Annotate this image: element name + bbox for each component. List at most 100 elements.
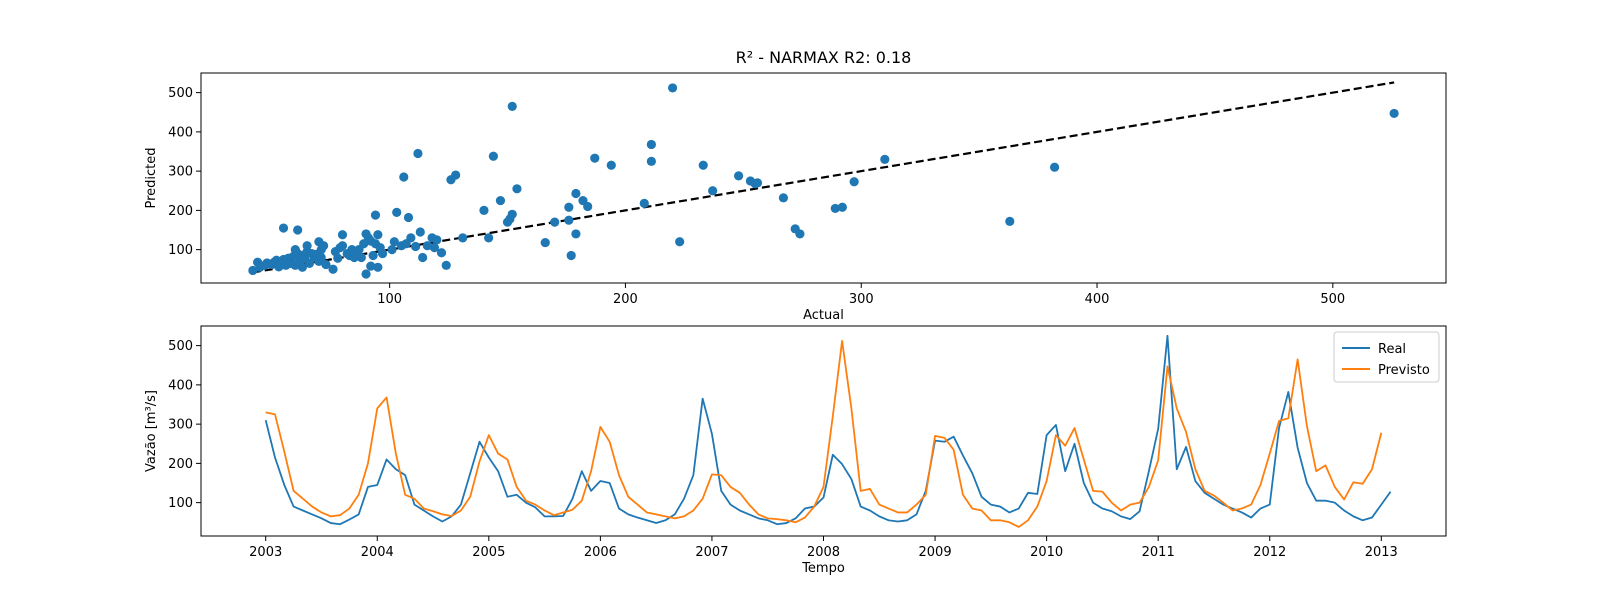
timeseries-y-tick-label: 400 xyxy=(168,378,193,393)
scatter-point xyxy=(387,245,397,255)
scatter-y-tick-label: 200 xyxy=(168,204,193,219)
timeseries-x-tick-label: 2009 xyxy=(919,545,952,560)
scatter-point xyxy=(392,207,402,217)
scatter-title: R² - NARMAX R2: 0.18 xyxy=(736,48,912,67)
scatter-point xyxy=(373,230,383,240)
timeseries-x-tick-label: 2007 xyxy=(695,545,728,560)
scatter-point xyxy=(708,186,718,196)
scatter-y-tick-label: 300 xyxy=(168,165,193,180)
scatter-point xyxy=(540,237,550,248)
scatter-point xyxy=(1389,108,1399,119)
scatter-point xyxy=(429,243,440,253)
scatter-point xyxy=(361,269,371,279)
scatter-point xyxy=(297,262,307,272)
timeseries-x-ticks: 2003 2004 2005 2006 2007 2008 2009 2010 2011 2012… xyxy=(249,536,1398,560)
scatter-point xyxy=(370,210,381,220)
scatter-point xyxy=(328,264,338,274)
scatter-plot-frame xyxy=(200,72,1447,284)
scatter-points-group xyxy=(248,83,1399,279)
scatter-point xyxy=(356,252,366,263)
scatter-point xyxy=(1049,162,1060,172)
scatter-point xyxy=(550,217,560,227)
scatter-point xyxy=(319,241,329,251)
scatter-point xyxy=(278,223,289,233)
scatter-y-tick-label: 400 xyxy=(168,125,193,140)
scatter-point xyxy=(436,248,447,258)
scatter-point xyxy=(583,201,593,212)
timeseries-x-tick-label: 2004 xyxy=(361,545,394,560)
timeseries-x-tick-label: 2006 xyxy=(584,545,617,560)
scatter-point xyxy=(321,259,331,270)
scatter-point xyxy=(507,101,517,111)
timeseries-x-tick-label: 2012 xyxy=(1253,545,1286,560)
identity-reference-line xyxy=(252,81,1395,274)
scatter-point xyxy=(441,260,451,270)
timeseries-y-tick-label: 200 xyxy=(168,457,193,472)
scatter-point xyxy=(368,250,378,261)
scatter-x-tick-label: 100 xyxy=(377,292,402,307)
scatter-point xyxy=(1005,216,1015,226)
scatter-y-tick-label: 500 xyxy=(168,86,193,101)
scatter-point xyxy=(451,170,461,180)
scatter-x-axis-label: Actual xyxy=(803,308,844,323)
scatter-point xyxy=(458,233,468,243)
timeseries-axes: 2003 2004 2005 2006 2007 2008 2009 2010 2011 2012… xyxy=(144,325,1447,576)
timeseries-x-tick-label: 2005 xyxy=(472,545,505,560)
scatter-point xyxy=(399,172,409,182)
scatter-point xyxy=(432,235,442,245)
scatter-point xyxy=(566,250,576,261)
scatter-point xyxy=(422,241,432,251)
timeseries-y-tick-label: 500 xyxy=(168,339,193,354)
timeseries-y-tick-label: 300 xyxy=(168,418,193,433)
scatter-point xyxy=(495,195,506,206)
scatter-point xyxy=(507,209,517,219)
scatter-point xyxy=(479,205,489,215)
scatter-point xyxy=(484,233,494,243)
legend-label-previsto: Previsto xyxy=(1378,363,1430,378)
scatter-point xyxy=(590,153,600,163)
scatter-reference-line-group xyxy=(252,81,1395,274)
scatter-x-tick-label: 200 xyxy=(613,292,638,307)
scatter-y-axis-label: Predicted xyxy=(144,147,159,208)
scatter-x-tick-label: 300 xyxy=(849,292,874,307)
scatter-point xyxy=(403,212,414,223)
scatter-point xyxy=(377,248,388,259)
timeseries-x-axis-label: Tempo xyxy=(801,561,845,576)
timeseries-y-axis-label: Vazão [m³/s] xyxy=(144,390,159,472)
scatter-point xyxy=(571,229,581,239)
scatter-point xyxy=(778,193,789,203)
scatter-point xyxy=(248,265,258,276)
timeseries-lines-group xyxy=(264,334,1392,528)
scatter-point xyxy=(389,237,399,247)
timeseries-y-tick-label: 100 xyxy=(168,496,193,511)
scatter-point xyxy=(564,202,574,212)
scatter-point xyxy=(418,252,428,263)
scatter-point xyxy=(752,178,763,188)
scatter-point xyxy=(293,225,303,235)
scatter-point xyxy=(830,203,840,214)
scatter-x-tick-label: 500 xyxy=(1320,292,1345,307)
scatter-axes: 100 200 300 400 500 100 200 300 400 500 R² - NAR… xyxy=(144,48,1447,323)
scatter-point xyxy=(316,252,326,263)
scatter-point xyxy=(488,151,498,161)
timeseries-x-tick-label: 2013 xyxy=(1365,545,1398,560)
legend-label-real: Real xyxy=(1378,342,1406,357)
scatter-point xyxy=(415,227,425,237)
scatter-y-ticks: 100 200 300 400 500 xyxy=(168,86,201,258)
scatter-point xyxy=(795,229,805,239)
scatter-point xyxy=(880,154,890,164)
scatter-point xyxy=(571,188,581,199)
scatter-point xyxy=(564,215,574,225)
timeseries-x-tick-label: 2011 xyxy=(1142,545,1175,560)
timeseries-y-ticks: 100 200 300 400 500 xyxy=(168,339,201,511)
timeseries-legend: Real Previsto xyxy=(1333,331,1440,383)
scatter-point xyxy=(333,253,343,263)
scatter-point xyxy=(667,83,678,93)
scatter-point xyxy=(849,177,859,187)
timeseries-x-tick-label: 2010 xyxy=(1030,545,1063,560)
scatter-x-ticks: 100 200 300 400 500 xyxy=(377,283,1345,307)
scatter-point xyxy=(639,198,649,208)
scatter-point xyxy=(512,184,522,194)
